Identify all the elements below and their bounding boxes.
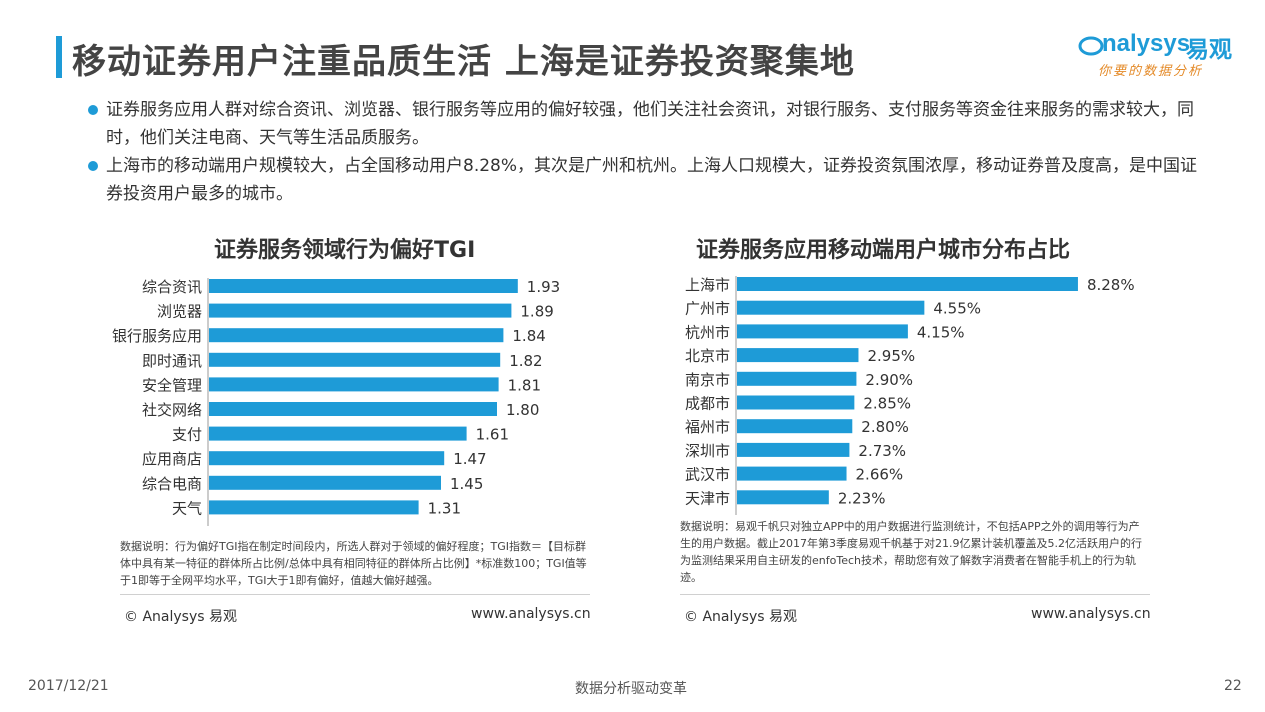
category-label: 成都市 [685,395,730,413]
bar-南京市 [737,371,857,386]
bar-天气 [209,500,419,515]
logo-subtitle: 你要的数据分析 [1098,64,1204,79]
bar-天津市 [737,490,829,505]
tgi-bar-chart: 综合资讯 1.93 浏览器 1.89 银行服务应用 1.84 即时通讯 1.82 安全管理 1.8… [112,278,560,526]
right-divider [680,594,1150,595]
bar-综合电商 [209,475,441,490]
right-chart-title: 证券服务应用移动端用户城市分布占比 [696,238,1071,263]
value-label: 1.45 [450,475,483,493]
logo-a-icon [1078,36,1104,56]
category-label: 天气 [172,499,202,517]
left-divider [120,594,590,595]
category-label: 武汉市 [685,466,730,484]
value-label: 4.15% [917,323,965,341]
value-label: 1.47 [453,450,486,468]
category-label: 安全管理 [142,376,202,394]
value-label: 1.84 [512,327,545,345]
value-label: 2.80% [861,418,909,436]
category-label: 综合电商 [142,475,202,493]
bullet-item: 上海市的移动端用户规模较大，占全国移动用户8.28%，其次是广州和杭州。上海人口… [88,152,1198,208]
bar-即时通讯 [209,352,501,367]
bar-应用商店 [209,451,445,466]
left-site-link[interactable]: www.analysys.cn [471,606,591,622]
bar-深圳市 [737,442,850,457]
value-label: 1.61 [476,426,509,444]
category-label: 上海市 [685,276,730,294]
title-accent-bar [56,36,62,78]
value-label: 1.89 [520,303,553,321]
category-label: 银行服务应用 [112,327,202,345]
bullet-item: 证券服务应用人群对综合资讯、浏览器、银行服务等应用的偏好较强，他们关注社会资讯，… [88,96,1198,152]
value-label: 2.66% [856,466,904,484]
category-label: 即时通讯 [142,352,202,370]
city-bar-chart: 上海市 8.28% 广州市 4.55% 杭州市 4.15% 北京市 2.95% 南京市 2.90%… [685,276,1135,515]
bar-浏览器 [209,303,512,318]
category-label: 福州市 [685,418,730,436]
bar-福州市 [737,419,853,434]
category-label: 深圳市 [685,442,730,460]
bar-北京市 [737,348,859,363]
left-chart-title: 证券服务领域行为偏好TGI [214,238,476,263]
bar-支付 [209,426,467,441]
value-label: 4.55% [933,300,981,318]
category-label: 南京市 [685,371,730,389]
right-chart-note: 数据说明：易观千帆只对独立APP中的用户数据进行监测统计，不包括APP之外的调用… [680,520,1142,584]
bar-武汉市 [737,466,847,481]
bullet-text: 证券服务应用人群对综合资讯、浏览器、银行服务等应用的偏好较强，他们关注社会资讯，… [106,100,1194,148]
category-label: 杭州市 [685,323,730,341]
bar-广州市 [737,300,925,315]
bar-银行服务应用 [209,328,504,343]
logo-cn-text: 易观 [1186,37,1232,63]
left-chart-note: 数据说明：行为偏好TGI指在制定时间段内，所选人群对于领域的偏好程度；TGI指数… [120,540,587,587]
category-label: 北京市 [685,347,730,365]
value-label: 8.28% [1087,276,1135,294]
bar-上海市 [737,277,1078,291]
page-title: 移动证券用户注重品质生活 上海是证券投资聚集地 [72,42,855,82]
analysys-logo: nalysys 易观 你要的数据分析 [1078,30,1238,80]
category-label: 天津市 [685,489,730,507]
value-label: 2.85% [863,395,911,413]
value-label: 1.31 [428,499,461,517]
logo-main-text: nalysys [1102,30,1191,57]
page-number: 22 [1224,678,1242,694]
bullet-dot-icon [88,161,98,171]
bar-成都市 [737,395,855,410]
bar-综合资讯 [209,279,518,293]
value-label: 2.95% [867,347,915,365]
bullet-text: 上海市的移动端用户规模较大，占全国移动用户8.28%，其次是广州和杭州。上海人口… [106,156,1198,204]
summary-bullets: 证券服务应用人群对综合资讯、浏览器、银行服务等应用的偏好较强，他们关注社会资讯，… [88,96,1198,208]
bar-安全管理 [209,377,499,392]
category-label: 社交网络 [142,401,202,419]
value-label: 1.82 [509,352,542,370]
left-copyright: © Analysys 易观 [124,609,237,625]
bullet-dot-icon [88,105,98,115]
right-site-link[interactable]: www.analysys.cn [1031,606,1151,622]
category-label: 浏览器 [157,303,202,321]
value-label: 1.81 [508,376,541,394]
category-label: 广州市 [685,300,730,318]
bar-杭州市 [737,324,908,339]
bar-社交网络 [209,402,497,416]
page-slogan: 数据分析驱动变革 [575,681,687,697]
category-label: 综合资讯 [142,278,202,296]
value-label: 1.93 [527,278,560,296]
category-label: 支付 [172,426,202,444]
value-label: 2.73% [858,442,906,460]
right-copyright: © Analysys 易观 [684,609,797,625]
value-label: 1.80 [506,401,539,419]
page-date: 2017/12/21 [28,678,109,694]
category-label: 应用商店 [142,450,202,468]
value-label: 2.23% [838,489,886,507]
value-label: 2.90% [865,371,913,389]
